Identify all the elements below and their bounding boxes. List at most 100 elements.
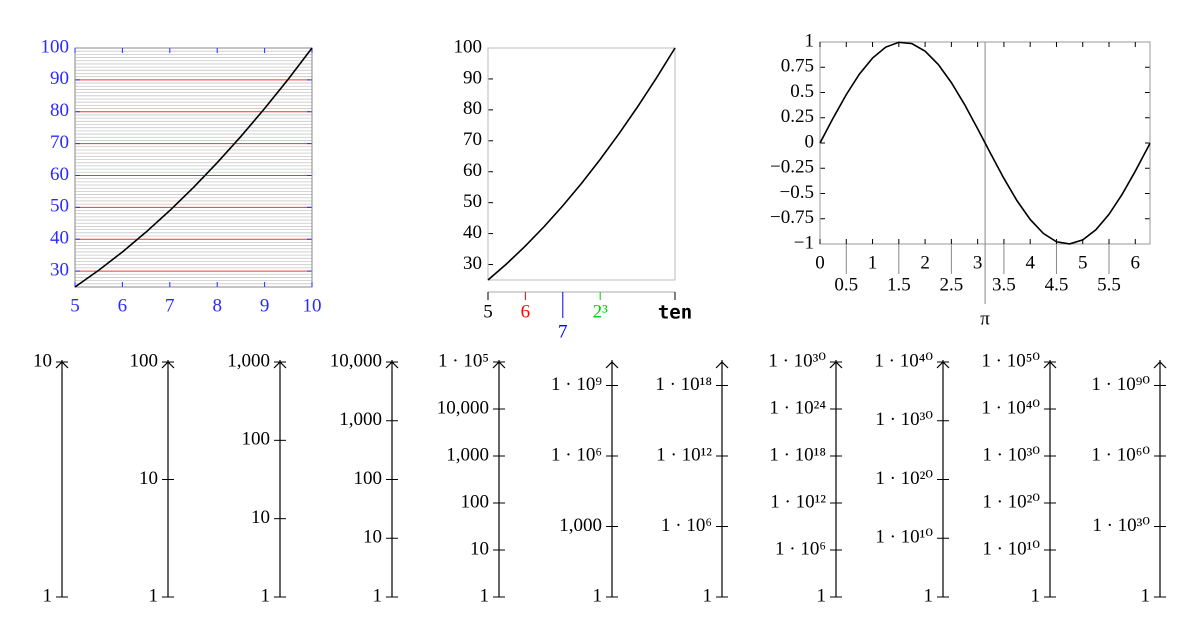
x-tick-label: 9 <box>260 295 270 316</box>
y-tick-label: 1 <box>261 585 271 606</box>
y-tick-label: −0.25 <box>770 157 814 178</box>
y-tick-label: 10,000 <box>330 350 382 371</box>
x-tick-label: 2³ <box>593 301 609 322</box>
axis-arrow <box>1153 361 1167 369</box>
y-tick-label: 90 <box>50 68 69 89</box>
x-tick-label: 6 <box>118 295 128 316</box>
y-tick-label: 1 · 10¹⁸ <box>769 444 826 465</box>
x-tick-label: 2 <box>920 252 930 273</box>
y-tick-label: 1 · 10⁵⁰ <box>981 350 1040 371</box>
y-tick-label: 1 · 10¹⁰ <box>982 538 1040 559</box>
y-tick-label: 0.5 <box>790 81 814 102</box>
plot-frame <box>487 47 676 281</box>
y-tick-label: 50 <box>463 191 482 212</box>
y-tick-label: 1 · 10⁶ <box>775 538 826 559</box>
log-axis: 1 1 · 10¹⁰ 1 · 10²⁰ 1 · 10³⁰ 1 · 10⁴⁰ <box>874 350 950 606</box>
y-tick-label: 30 <box>50 259 69 280</box>
y-tick-label: 60 <box>463 160 482 181</box>
y-tick-label: 1,000 <box>446 444 489 465</box>
y-tick-label: 40 <box>463 222 482 243</box>
x-tick-label: ten <box>658 302 692 324</box>
y-tick-label: 1,000 <box>559 515 602 536</box>
log-axis: 1 1,000 1 · 10⁶ 1 · 10⁹ <box>551 360 619 606</box>
y-tick-label: 0 <box>805 131 815 152</box>
y-tick-label: 1 · 10¹² <box>656 444 712 465</box>
y-tick-label: 1 · 10³⁰ <box>768 350 826 371</box>
y-tick-label: 1 <box>593 585 603 606</box>
extra-x-tick-label: π <box>980 308 990 329</box>
y-tick-label: 1 <box>924 585 934 606</box>
y-tick-label: 1 · 10⁹ <box>551 374 602 395</box>
y-tick-label: 1 · 10⁵ <box>438 350 489 371</box>
y-tick-label: 1 <box>1141 585 1151 606</box>
y-tick-label: 1 · 10⁴⁰ <box>981 397 1040 418</box>
x-tick-label: 3.5 <box>992 274 1016 295</box>
x-tick-label: 6 <box>521 301 531 322</box>
y-tick-label: 90 <box>463 67 482 88</box>
log-axis: 1 10 100 1,000 10,000 <box>330 350 399 606</box>
y-tick-label: 1 <box>817 585 827 606</box>
x-tick-label: 10 <box>303 295 322 316</box>
x-tick-label: 0.5 <box>834 274 858 295</box>
log-axis: 1 10 <box>33 350 69 606</box>
y-tick-label: 100 <box>454 36 483 57</box>
x-tick-label: 7 <box>558 321 568 342</box>
y-tick-label: −0.75 <box>770 207 814 228</box>
log-axis: 1 1 · 10⁶ 1 · 10¹² 1 · 10¹⁸ 1 · 10²⁴ 1 · 10³⁰ <box>768 350 843 606</box>
plot-frame <box>74 47 313 288</box>
y-tick-label: 10 <box>139 468 158 489</box>
x-tick-label: 5 <box>70 295 80 316</box>
y-tick-label: 70 <box>463 129 482 150</box>
line-series <box>487 47 676 281</box>
log-axis: 1 1 · 10⁶ 1 · 10¹² 1 · 10¹⁸ <box>655 360 729 606</box>
y-tick-label: 1 <box>149 585 159 606</box>
y-tick-label: 70 <box>50 132 69 153</box>
log-axis: 1 10 100 1,000 10,000 1 · 10⁵ <box>437 350 506 606</box>
line-series <box>74 47 313 288</box>
x-tick-label: 2.5 <box>939 274 963 295</box>
y-tick-label: 1 <box>1031 585 1041 606</box>
y-tick-label: 100 <box>354 468 383 489</box>
y-tick-label: 1 · 10²⁴ <box>769 397 826 418</box>
y-tick-label: 100 <box>41 36 70 57</box>
log-axis: 1 1 · 10¹⁰ 1 · 10²⁰ 1 · 10³⁰ 1 · 10⁴⁰ 1 · 10⁵… <box>981 350 1057 606</box>
y-tick-label: 80 <box>463 98 482 119</box>
y-tick-label: 1 · 10⁴⁰ <box>874 350 933 371</box>
axis-arrow <box>715 361 729 369</box>
y-tick-label: 1 · 10²⁰ <box>875 468 933 489</box>
y-tick-label: 1 · 10³⁰ <box>982 444 1040 465</box>
x-tick-label: 4.5 <box>1045 274 1069 295</box>
y-tick-label: 1 <box>43 585 53 606</box>
x-tick-label: 1 <box>868 252 878 273</box>
y-tick-label: 10 <box>251 507 270 528</box>
y-tick-label: 60 <box>50 164 69 185</box>
x-tick-label: 1.5 <box>887 274 911 295</box>
x-tick-label: 0 <box>815 252 825 273</box>
y-tick-label: 1 · 10³⁰ <box>875 409 933 430</box>
y-tick-label: 50 <box>50 196 69 217</box>
plot: 30 40 50 60 70 80 90 100 5 6 7 8 9 10 <box>41 36 322 316</box>
y-tick-label: 1 <box>703 585 713 606</box>
y-tick-label: 10 <box>470 538 489 559</box>
log-axis: 1 1 · 10³⁰ 1 · 10⁶⁰ 1 · 10⁹⁰ <box>1091 360 1167 606</box>
y-tick-label: 10 <box>363 527 382 548</box>
y-tick-label: −1 <box>794 232 814 253</box>
y-tick-label: 0.25 <box>781 106 814 127</box>
axis-arrow <box>605 361 619 369</box>
x-tick-label: 6 <box>1131 252 1141 273</box>
y-tick-label: 100 <box>461 491 490 512</box>
y-tick-label: 1 <box>480 585 490 606</box>
x-tick-label: 3 <box>973 252 983 273</box>
y-tick-label: 1 · 10⁹⁰ <box>1091 374 1150 395</box>
y-tick-label: 0.75 <box>781 56 814 77</box>
x-tick-label: 7 <box>165 295 175 316</box>
plot: −1 −0.75 −0.5 −0.25 0 0.25 0.5 0.75 1 0 0.5 1 1.5 2 2.… <box>770 30 1151 329</box>
y-tick-label: 10,000 <box>437 397 489 418</box>
y-tick-label: 30 <box>463 253 482 274</box>
y-tick-label: 100 <box>242 429 271 450</box>
y-tick-label: 1 · 10³⁰ <box>1092 515 1150 536</box>
x-tick-label: 5 <box>483 301 493 322</box>
y-tick-label: 1 · 10⁶ <box>661 515 712 536</box>
y-tick-label: 1 <box>373 585 383 606</box>
x-tick-label: 5.5 <box>1097 274 1121 295</box>
